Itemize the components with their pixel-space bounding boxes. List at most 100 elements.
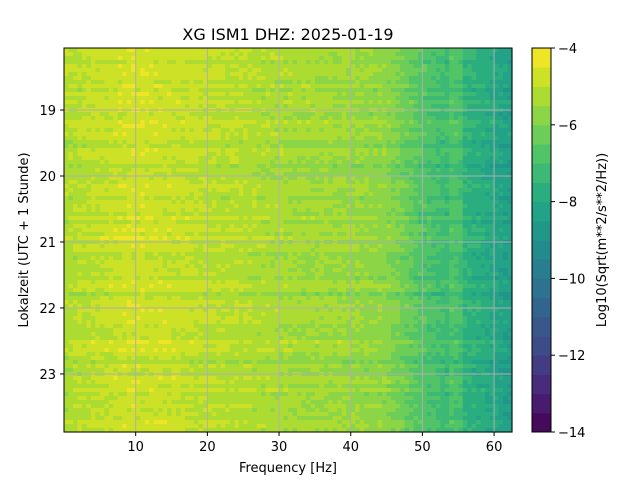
heatmap-cell xyxy=(229,120,235,125)
heatmap-cell xyxy=(126,104,132,109)
heatmap-cell xyxy=(440,128,446,133)
heatmap-cell xyxy=(122,112,128,117)
heatmap-cell xyxy=(476,96,482,101)
heatmap-cell xyxy=(489,220,495,225)
heatmap-cell xyxy=(211,120,217,125)
heatmap-cell xyxy=(435,56,441,61)
heatmap-cell xyxy=(207,216,213,221)
heatmap-cell xyxy=(274,116,280,121)
heatmap-cell xyxy=(346,196,352,201)
heatmap-cell xyxy=(355,104,361,109)
heatmap-cell xyxy=(301,172,307,177)
heatmap-cell xyxy=(180,104,186,109)
heatmap-cell xyxy=(140,188,146,193)
heatmap-cell xyxy=(288,132,294,137)
heatmap-cell xyxy=(265,156,271,161)
heatmap-cell xyxy=(81,64,87,69)
heatmap-cell xyxy=(391,60,397,65)
heatmap-cell xyxy=(377,136,383,141)
heatmap-cell xyxy=(81,216,87,221)
heatmap-cell xyxy=(167,216,173,221)
heatmap-cell xyxy=(507,80,513,85)
heatmap-cell xyxy=(377,204,383,209)
heatmap-cell xyxy=(400,116,406,121)
heatmap-cell xyxy=(122,224,128,229)
heatmap-cell xyxy=(346,144,352,149)
heatmap-cell xyxy=(243,104,249,109)
heatmap-cell xyxy=(332,92,338,97)
heatmap-cell xyxy=(131,164,137,169)
heatmap-cell xyxy=(113,168,119,173)
heatmap-cell xyxy=(72,184,79,189)
heatmap-cell xyxy=(453,72,459,77)
heatmap-cell xyxy=(444,140,450,145)
heatmap-cell xyxy=(431,236,437,241)
heatmap-cell xyxy=(64,56,70,61)
heatmap-cell xyxy=(301,180,307,185)
heatmap-cell xyxy=(279,64,285,69)
heatmap-cell xyxy=(135,204,141,209)
heatmap-cell xyxy=(404,64,410,69)
heatmap-cell xyxy=(90,156,96,161)
heatmap-cell xyxy=(64,92,70,97)
heatmap-cell xyxy=(184,136,191,141)
heatmap-cell xyxy=(296,68,303,73)
heatmap-cell xyxy=(153,144,159,149)
heatmap-cell xyxy=(198,72,204,77)
heatmap-cell xyxy=(99,124,105,129)
heatmap-cell xyxy=(494,68,500,73)
heatmap-cell xyxy=(189,104,195,109)
heatmap-cell xyxy=(337,204,343,209)
heatmap-cell xyxy=(462,56,468,61)
heatmap-cell xyxy=(400,228,406,233)
heatmap-cell xyxy=(95,112,101,117)
heatmap-cell xyxy=(435,204,441,209)
heatmap-cell xyxy=(408,72,415,77)
heatmap-cell xyxy=(261,128,267,133)
heatmap-cell xyxy=(485,184,491,189)
heatmap-cell xyxy=(81,168,87,173)
heatmap-cell xyxy=(247,204,253,209)
heatmap-cell xyxy=(189,172,195,177)
heatmap-cell xyxy=(144,132,150,137)
heatmap-cell xyxy=(274,224,280,229)
heatmap-cell xyxy=(283,80,289,85)
heatmap-cell xyxy=(184,188,191,193)
heatmap-cell xyxy=(458,84,464,89)
heatmap-cell xyxy=(453,156,459,161)
heatmap-cell xyxy=(126,244,132,249)
heatmap-cell xyxy=(382,128,388,133)
heatmap-cell xyxy=(117,100,123,105)
heatmap-cell xyxy=(184,192,191,197)
heatmap-cell xyxy=(453,88,459,93)
heatmap-cell xyxy=(462,172,468,177)
heatmap-cell xyxy=(319,148,325,153)
heatmap-cell xyxy=(72,132,79,137)
heatmap-cell xyxy=(503,168,509,173)
heatmap-cell xyxy=(184,76,191,81)
heatmap-cell xyxy=(189,208,195,213)
heatmap-cell xyxy=(104,236,110,241)
heatmap-cell xyxy=(149,200,155,205)
heatmap-cell xyxy=(301,120,307,125)
heatmap-cell xyxy=(346,224,352,229)
heatmap-cell xyxy=(131,100,137,105)
heatmap-cell xyxy=(440,196,446,201)
heatmap-cell xyxy=(189,136,195,141)
heatmap-cell xyxy=(68,136,74,141)
heatmap-cell xyxy=(359,64,365,69)
heatmap-cell xyxy=(171,196,177,201)
heatmap-cell xyxy=(122,64,128,69)
heatmap-cell xyxy=(180,216,186,221)
heatmap-cell xyxy=(296,220,303,225)
heatmap-cell xyxy=(480,192,486,197)
heatmap-cell xyxy=(471,104,477,109)
heatmap-cell xyxy=(498,56,504,61)
heatmap-cell xyxy=(364,208,370,213)
heatmap-cell xyxy=(256,200,262,205)
heatmap-cell xyxy=(90,220,96,225)
heatmap-cell xyxy=(444,176,450,181)
heatmap-cell xyxy=(440,84,446,89)
heatmap-cell xyxy=(158,144,164,149)
heatmap-cell xyxy=(314,200,320,205)
